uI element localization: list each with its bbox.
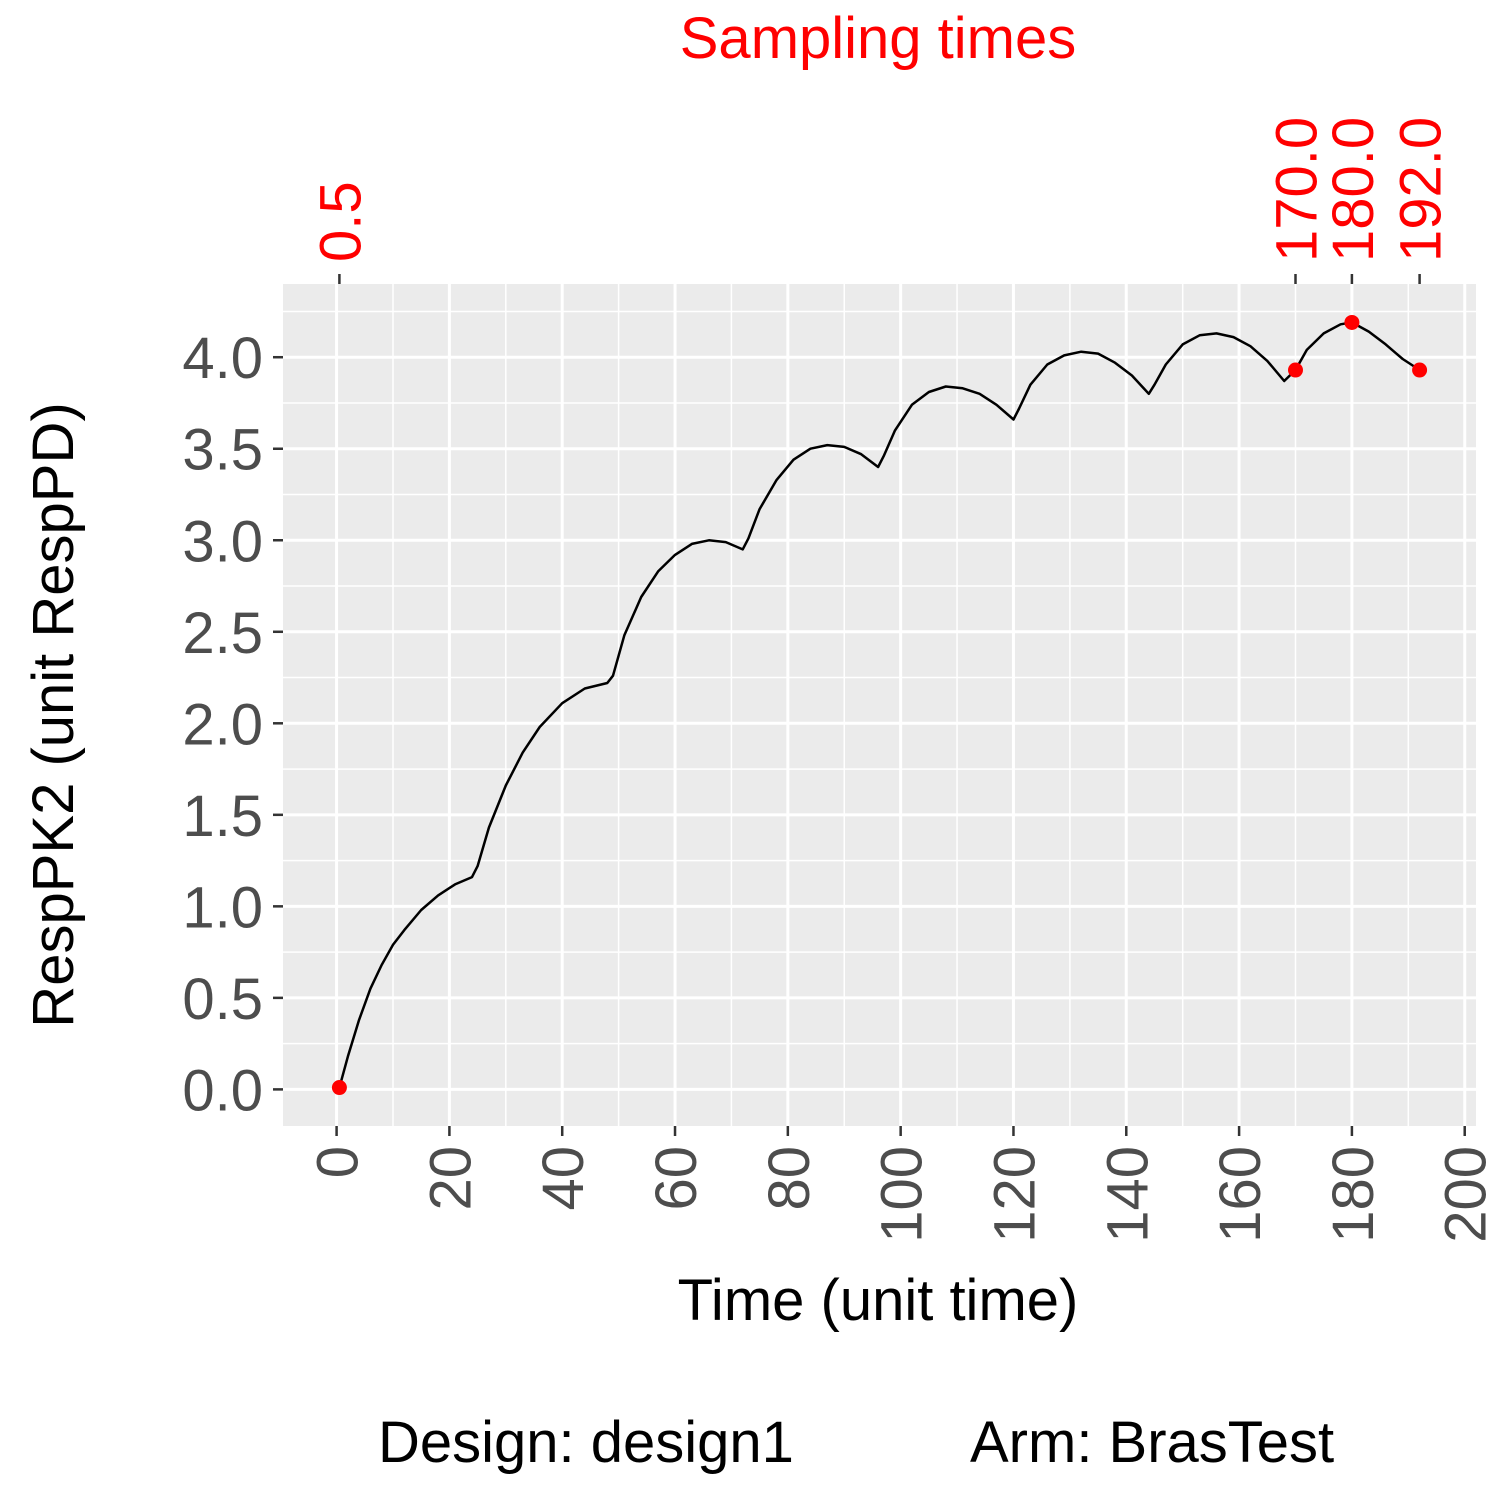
y-axis: 0.0 0.5 1.0 1.5 2.0 2.5 3.0 3.5 4.0 [182,326,283,1123]
y-axis-title: RespPK2 (unit RespPD) [21,402,86,1027]
y-tick-label: 3.0 [182,509,263,574]
response-curve [338,321,1421,1088]
x-tick-label: 140 [1095,1146,1160,1243]
arm-caption: Arm: BrasTest [970,1410,1334,1475]
design-caption: Design: design1 [378,1410,794,1475]
sampling-point [331,1080,347,1096]
y-tick-label: 4.0 [182,326,263,391]
y-tick-label: 0.5 [182,967,263,1032]
major-gridlines [283,284,1476,1126]
sampling-time-label: 170.0 [1264,117,1329,262]
y-tick-label: 1.0 [182,875,263,940]
x-tick-label: 100 [870,1146,935,1243]
x-tick-label: 60 [644,1146,709,1211]
minor-gridlines [283,284,1476,1126]
sampling-times-title: Sampling times [680,6,1076,71]
x-tick-label: 80 [757,1146,822,1211]
sampling-time-label: 180.0 [1321,117,1386,262]
y-tick-label: 0.0 [182,1058,263,1123]
x-tick-label: 40 [531,1146,596,1211]
x-tick-label: 120 [982,1146,1047,1243]
x-axis: 0 20 40 60 80 100 120 140 160 180 200 [306,1126,1499,1243]
x-tick-label: 160 [1208,1146,1273,1243]
x-tick-label: 20 [418,1146,483,1211]
sampling-point [1344,314,1360,330]
sampling-point [1412,362,1428,378]
x-axis-title: Time (unit time) [678,1268,1079,1333]
y-tick-label: 2.5 [182,601,263,666]
x-tick-label: 200 [1434,1146,1499,1243]
sampling-time-label: 192.0 [1389,117,1454,262]
sampling-time-label: 0.5 [308,181,373,262]
y-tick-label: 2.0 [182,692,263,757]
y-tick-label: 3.5 [182,418,263,483]
sampling-points [331,314,1428,1096]
sampling-point [1287,362,1303,378]
y-tick-label: 1.5 [182,784,263,849]
x-tick-label: 180 [1321,1146,1386,1243]
plot-panel [283,284,1476,1126]
x-tick-label: 0 [306,1146,371,1178]
